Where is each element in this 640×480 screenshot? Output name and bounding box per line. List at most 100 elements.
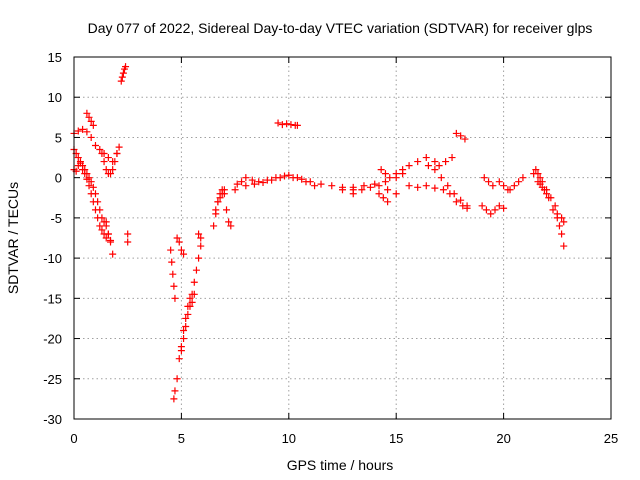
data-point — [104, 154, 112, 162]
data-point — [298, 175, 306, 183]
data-point — [540, 186, 548, 194]
data-point — [91, 141, 99, 149]
data-point — [94, 198, 102, 206]
data-point — [85, 113, 93, 121]
data-point — [102, 234, 110, 242]
data-point — [422, 154, 430, 162]
data-point — [167, 246, 175, 254]
data-point — [96, 206, 104, 214]
data-point — [534, 170, 542, 178]
data-point — [495, 178, 503, 186]
data-point — [109, 250, 117, 258]
data-point — [180, 335, 188, 343]
data-point — [169, 270, 177, 278]
data-point — [259, 178, 267, 186]
data-point — [177, 246, 185, 254]
data-point — [553, 210, 561, 218]
data-point — [448, 154, 456, 162]
data-point — [358, 186, 366, 194]
data-point — [87, 178, 95, 186]
data-point — [287, 121, 295, 129]
data-point — [91, 190, 99, 198]
data-point — [457, 196, 465, 204]
data-point — [119, 69, 127, 77]
data-point — [549, 206, 557, 214]
data-point — [384, 186, 392, 194]
data-point — [543, 190, 551, 198]
data-point — [392, 190, 400, 198]
data-point — [381, 170, 389, 178]
data-point — [558, 214, 566, 222]
data-point — [536, 174, 544, 182]
data-point — [500, 182, 508, 190]
data-point — [384, 198, 392, 206]
data-point — [489, 182, 497, 190]
axis-ticks: 0 5 10 15 20 25 -30 -25 -20 -15 -10 -5 0 5 10 15 — [43, 50, 618, 446]
data-point — [558, 230, 566, 238]
data-point — [197, 242, 205, 250]
data-point — [107, 238, 115, 246]
data-point — [79, 162, 87, 170]
data-point — [242, 182, 250, 190]
data-point — [414, 158, 422, 166]
data-point — [268, 176, 276, 184]
data-point — [171, 387, 179, 395]
data-point — [255, 178, 263, 186]
data-point — [392, 170, 400, 178]
data-point — [457, 132, 465, 140]
data-point — [431, 184, 439, 192]
data-point — [360, 182, 368, 190]
data-point — [233, 180, 241, 188]
data-point — [371, 180, 379, 188]
data-point — [377, 166, 385, 174]
data-point — [98, 226, 106, 234]
data-points — [70, 63, 568, 403]
y-tick-label: -30 — [43, 412, 62, 427]
data-point — [218, 190, 226, 198]
data-point — [197, 234, 205, 242]
data-point — [190, 278, 198, 286]
data-point — [452, 198, 460, 206]
data-point — [175, 238, 183, 246]
data-point — [349, 183, 357, 191]
data-point — [87, 117, 95, 125]
x-tick-label: 0 — [70, 431, 77, 446]
data-point — [450, 190, 458, 198]
data-point — [117, 77, 125, 85]
data-point — [431, 166, 439, 174]
data-point — [317, 180, 325, 188]
data-point — [98, 214, 106, 222]
x-tick-label: 25 — [604, 431, 618, 446]
y-axis-label: SDTVAR / TECUs — [5, 182, 21, 294]
data-point — [89, 183, 97, 191]
data-point — [83, 128, 91, 136]
data-point — [293, 174, 301, 182]
data-point — [485, 178, 493, 186]
data-point — [250, 180, 258, 188]
data-point — [102, 218, 110, 226]
data-point — [195, 230, 203, 238]
data-point — [424, 162, 432, 170]
data-point — [74, 127, 82, 135]
data-point — [175, 355, 183, 363]
data-point — [85, 174, 93, 182]
y-tick-label: -15 — [43, 291, 62, 306]
data-point — [366, 183, 374, 191]
y-tick-label: -10 — [43, 251, 62, 266]
data-point — [168, 258, 176, 266]
data-point — [177, 347, 185, 355]
data-point — [212, 206, 220, 214]
data-point — [278, 121, 286, 129]
data-point — [210, 222, 218, 230]
data-point — [79, 125, 87, 133]
y-tick-label: -5 — [50, 211, 62, 226]
data-point — [510, 182, 518, 190]
data-point — [83, 170, 91, 178]
data-point — [182, 314, 190, 322]
data-point — [192, 266, 200, 274]
data-point — [109, 166, 117, 174]
data-point — [74, 154, 82, 162]
data-point — [96, 222, 104, 230]
data-point — [461, 135, 469, 143]
data-point — [555, 222, 563, 230]
